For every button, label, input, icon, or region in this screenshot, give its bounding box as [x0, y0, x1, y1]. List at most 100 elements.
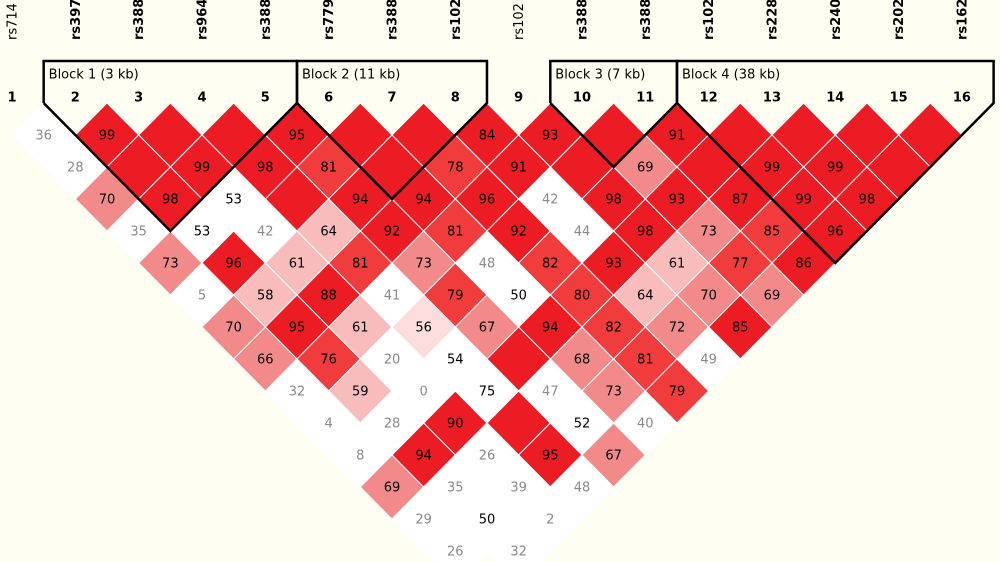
snp-index: 5 [261, 91, 270, 106]
ld-value: 98 [859, 193, 876, 208]
ld-value: 67 [479, 321, 496, 336]
ld-value: 87 [732, 193, 749, 208]
ld-value: 91 [669, 129, 686, 144]
ld-value: 96 [479, 193, 496, 208]
ld-value: 49 [700, 353, 717, 368]
ld-value: 36 [35, 129, 52, 144]
ld-value: 59 [352, 385, 369, 400]
ld-value: 64 [320, 225, 337, 240]
ld-value: 50 [510, 289, 527, 304]
snp-index: 1 [7, 91, 16, 106]
ld-value: 78 [447, 161, 464, 176]
ld-value: 48 [479, 257, 496, 272]
ld-value: 0 [420, 385, 428, 400]
ld-value: 92 [384, 225, 401, 240]
ld-value: 69 [764, 289, 781, 304]
ld-value: 93 [605, 257, 622, 272]
ld-value: 92 [510, 225, 527, 240]
ld-value: 77 [732, 257, 749, 272]
ld-cell [486, 518, 552, 562]
snp-name: rs388 [385, 0, 400, 40]
block-label: Block 4 (38 kb) [682, 68, 780, 83]
snp-name: rs228 [765, 0, 780, 40]
snp-index: 9 [514, 91, 523, 106]
ld-value: 90 [447, 417, 464, 432]
ld-value: 61 [669, 257, 686, 272]
ld-value: 40 [637, 417, 654, 432]
ld-value: 95 [289, 321, 306, 336]
ld-value: 94 [542, 321, 559, 336]
snp-index: 2 [71, 91, 80, 106]
ld-value: 70 [225, 321, 242, 336]
snp-index: 8 [451, 91, 460, 106]
snp-name: rs102 [702, 0, 717, 40]
ld-value: 86 [795, 257, 812, 272]
snp-name: rs102 [449, 0, 464, 40]
ld-value: 69 [384, 481, 401, 496]
ld-value: 53 [194, 225, 211, 240]
ld-value: 28 [67, 161, 84, 176]
ld-value: 29 [415, 513, 432, 528]
snp-index: 12 [700, 91, 718, 106]
ld-value: 8 [356, 449, 364, 464]
snp-index: 16 [953, 91, 971, 106]
ld-value: 81 [320, 161, 337, 176]
snp-index: 6 [324, 91, 333, 106]
ld-value: 99 [795, 193, 812, 208]
ld-value: 73 [162, 257, 179, 272]
ld-value: 32 [510, 545, 527, 560]
ld-value: 28 [384, 417, 401, 432]
ld-value: 96 [827, 225, 844, 240]
ld-value: 95 [289, 129, 306, 144]
ld-value: 39 [510, 481, 527, 496]
ld-value: 82 [542, 257, 559, 272]
ld-cell [422, 518, 488, 562]
snp-index: 15 [890, 91, 908, 106]
ld-value: 98 [257, 161, 274, 176]
ld-value: 79 [669, 385, 686, 400]
ld-value: 93 [542, 129, 559, 144]
snp-name: rs102 [512, 3, 527, 40]
snp-name: rs779 [322, 0, 337, 40]
snp-index: 11 [636, 91, 654, 106]
ld-value: 53 [225, 193, 242, 208]
snp-name: rs240 [829, 0, 844, 40]
ld-value: 42 [257, 225, 274, 240]
ld-value: 2 [546, 513, 554, 528]
ld-value: 85 [764, 225, 781, 240]
ld-value: 80 [574, 289, 591, 304]
ld-value: 44 [574, 225, 591, 240]
block-outline [295, 59, 489, 201]
snp-name: rs388 [259, 0, 274, 40]
ld-value: 94 [415, 193, 432, 208]
snp-index: 7 [387, 91, 396, 106]
ld-value: 26 [447, 545, 464, 560]
ld-value: 91 [510, 161, 527, 176]
snp-index: 4 [197, 91, 206, 106]
ld-value: 88 [320, 289, 337, 304]
ld-value: 84 [479, 129, 496, 144]
ld-value: 66 [257, 353, 274, 368]
snp-name: rs714 [6, 3, 21, 40]
snp-index: 3 [134, 91, 143, 106]
ld-value: 61 [289, 257, 306, 272]
ld-value: 81 [637, 353, 654, 368]
ld-value: 73 [605, 385, 622, 400]
ld-value: 68 [574, 353, 591, 368]
ld-value: 42 [542, 193, 559, 208]
ld-value: 98 [637, 225, 654, 240]
ld-value: 52 [574, 417, 591, 432]
ld-value: 81 [447, 225, 464, 240]
ld-value: 79 [447, 289, 464, 304]
ld-value: 81 [352, 257, 369, 272]
ld-value: 73 [700, 225, 717, 240]
ld-value: 67 [605, 449, 622, 464]
ld-value: 41 [384, 289, 401, 304]
ld-value: 99 [194, 161, 211, 176]
ld-value: 98 [605, 193, 622, 208]
ld-value: 98 [162, 193, 179, 208]
ld-value: 58 [257, 289, 274, 304]
ld-value: 73 [415, 257, 432, 272]
ld-value: 94 [415, 449, 432, 464]
